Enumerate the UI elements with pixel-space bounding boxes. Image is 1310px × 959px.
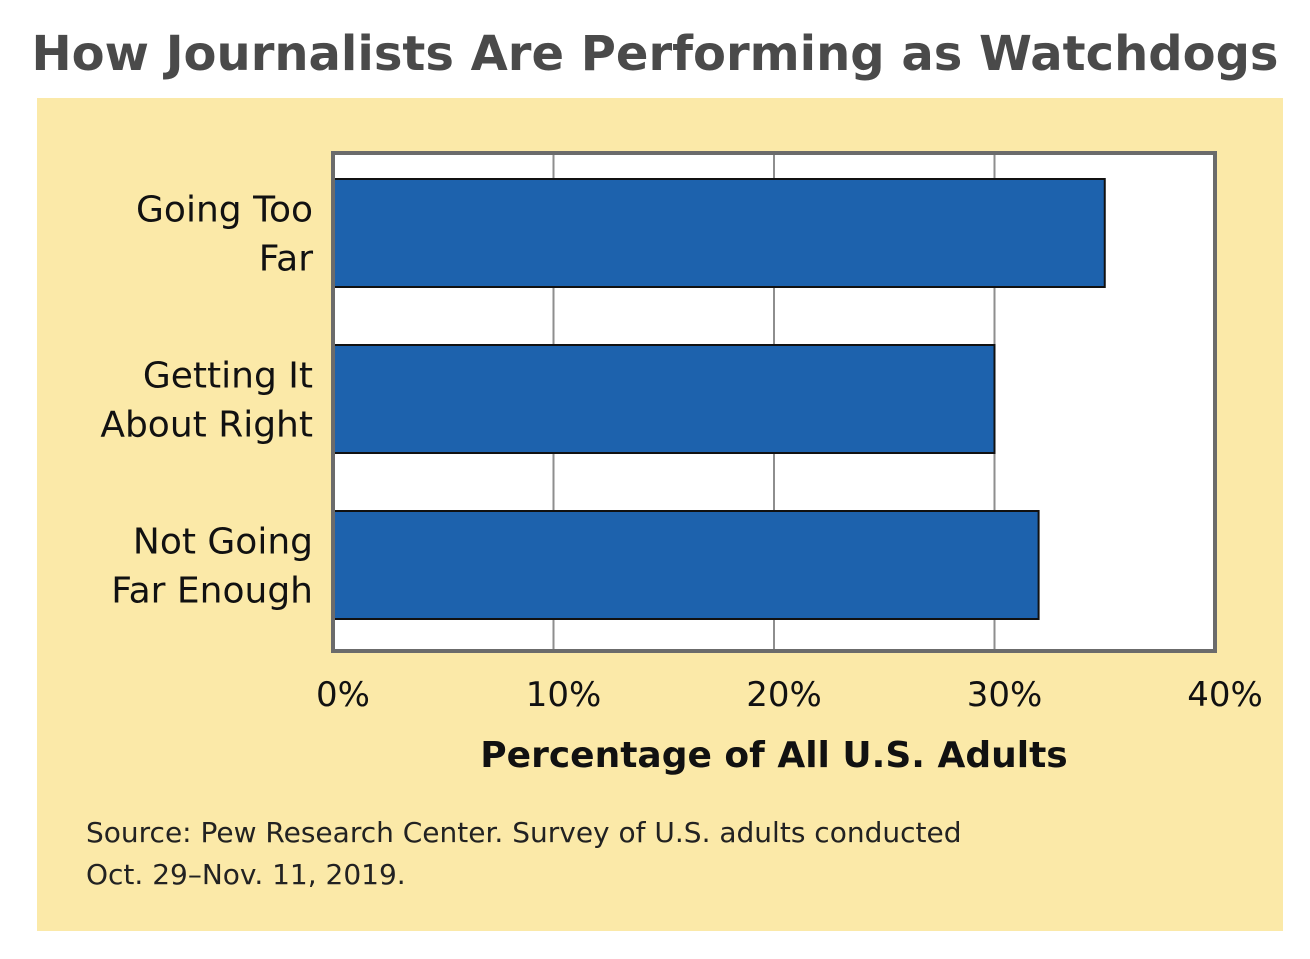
category-label-0-0: Going Too <box>136 190 313 231</box>
bar-1 <box>332 344 996 454</box>
x-tick-label-1: 10% <box>526 675 602 715</box>
category-label-1-1: About Right <box>100 405 313 446</box>
category-label-2-0: Not Going <box>133 522 313 563</box>
bar-0 <box>332 178 1106 288</box>
x-tick-label-4: 40% <box>1187 675 1263 715</box>
source-note: Source: Pew Research Center. Survey of U… <box>86 812 1086 896</box>
x-tick-label-0: 0% <box>316 675 370 715</box>
x-tick-label-2: 20% <box>746 675 822 715</box>
bar-2 <box>332 510 1040 620</box>
chart-title: How Journalists Are Performing as Watchd… <box>31 26 1279 82</box>
plot-frame <box>331 151 1217 653</box>
category-label-1-0: Getting It <box>143 356 313 397</box>
category-label-0-1: Far <box>259 239 313 280</box>
x-tick-label-3: 30% <box>967 675 1043 715</box>
category-label-2-1: Far Enough <box>111 571 313 612</box>
source-line-1: Source: Pew Research Center. Survey of U… <box>86 816 962 849</box>
x-axis-label: Percentage of All U.S. Adults <box>480 735 1067 776</box>
source-line-2: Oct. 29–Nov. 11, 2019. <box>86 858 406 891</box>
